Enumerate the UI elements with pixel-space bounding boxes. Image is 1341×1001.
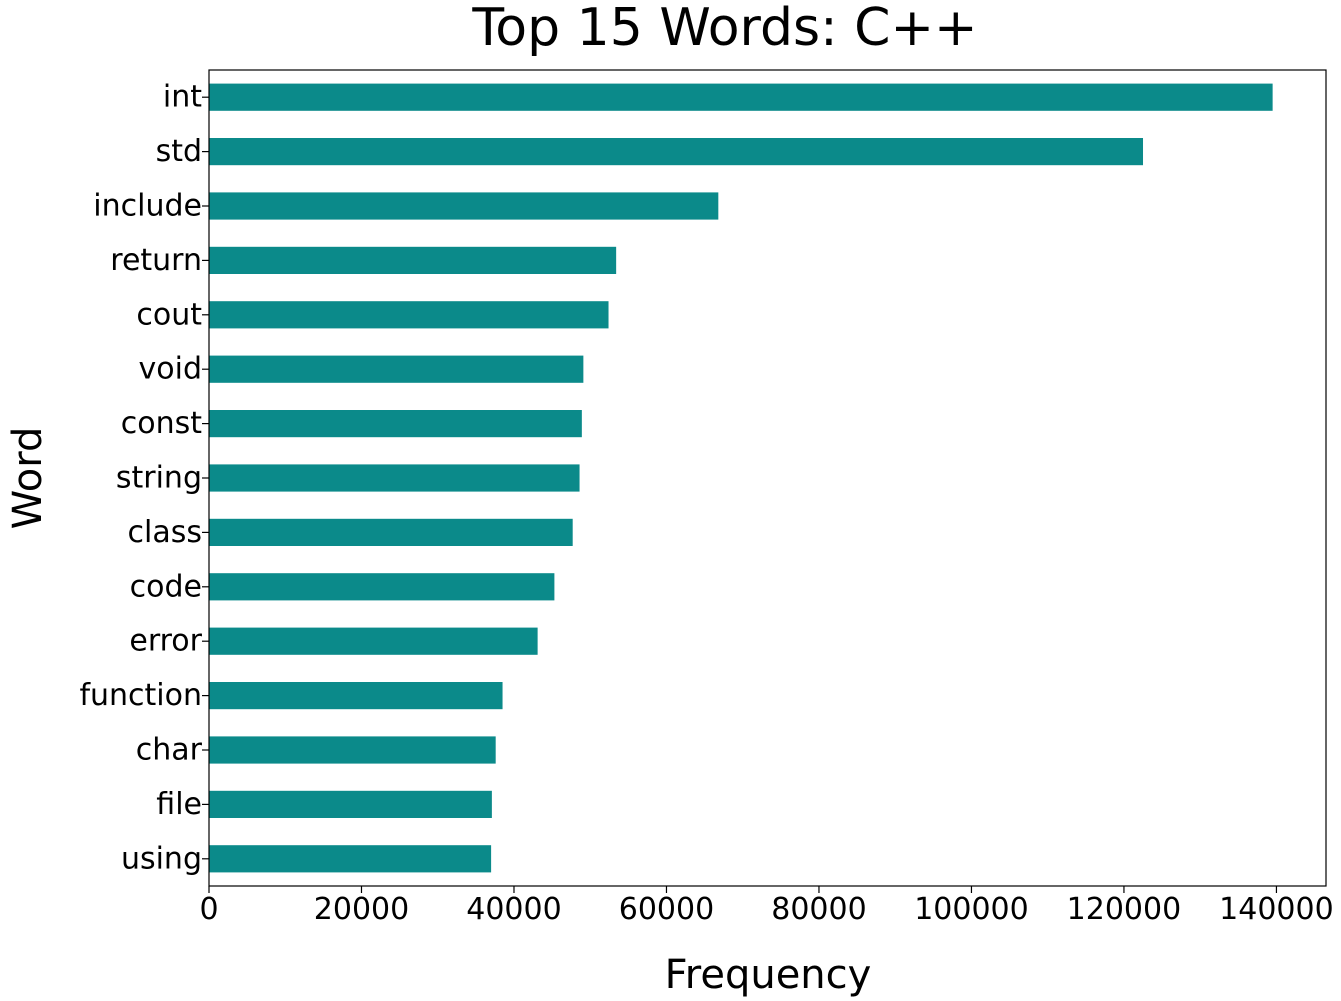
bar-using — [209, 845, 492, 873]
y-tick-label-void: void — [139, 352, 203, 387]
x-tick-label-100000: 100000 — [914, 892, 1029, 927]
y-tick-label-const: const — [121, 406, 202, 441]
y-tick-label-using: using — [121, 841, 202, 876]
y-tick-label-include: include — [93, 189, 202, 224]
x-tick-label-80000: 80000 — [771, 892, 866, 927]
x-tick-label-60000: 60000 — [619, 892, 714, 927]
bar-const — [209, 410, 582, 438]
y-tick-label-class: class — [128, 515, 202, 550]
bars — [209, 83, 1273, 873]
y-tick-label-cout: cout — [136, 297, 202, 332]
plot-frame — [208, 69, 1327, 887]
bar-int — [209, 83, 1273, 111]
x-tick-label-120000: 120000 — [1067, 892, 1182, 927]
bar-error — [209, 627, 538, 655]
y-tick-label-function: function — [79, 678, 202, 713]
bar-char — [209, 736, 496, 764]
bar-return — [209, 246, 617, 274]
y-axis-label: Word — [5, 427, 51, 530]
y-tick-label-file: file — [156, 787, 202, 822]
x-tick-label-20000: 20000 — [314, 892, 409, 927]
x-axis-label: Frequency — [665, 952, 872, 998]
x-tick-label-0: 0 — [199, 892, 218, 927]
bar-class — [209, 518, 573, 546]
bar-string — [209, 464, 580, 492]
bar-include — [209, 192, 719, 220]
bar-code — [209, 573, 555, 601]
bar-void — [209, 355, 584, 383]
bar-function — [209, 682, 503, 710]
y-tick-label-error: error — [129, 624, 202, 659]
chart-title: Top 15 Words: C++ — [471, 0, 977, 58]
y-tick-label-string: string — [116, 461, 202, 496]
y-ticks: int std include return cout void const string cl… — [79, 80, 209, 876]
y-tick-label-return: return — [110, 243, 202, 278]
y-tick-label-int: int — [163, 80, 202, 115]
y-tick-label-char: char — [136, 733, 203, 768]
y-tick-label-std: std — [156, 134, 202, 169]
bar-file — [209, 790, 492, 818]
bar-cout — [209, 301, 609, 329]
y-tick-label-code: code — [130, 569, 202, 604]
bar-std — [209, 138, 1144, 166]
x-ticks: 0 20000 40000 60000 80000 100000 120000 140000 — [199, 886, 1334, 927]
x-tick-label-140000: 140000 — [1219, 892, 1334, 927]
x-tick-label-40000: 40000 — [466, 892, 561, 927]
